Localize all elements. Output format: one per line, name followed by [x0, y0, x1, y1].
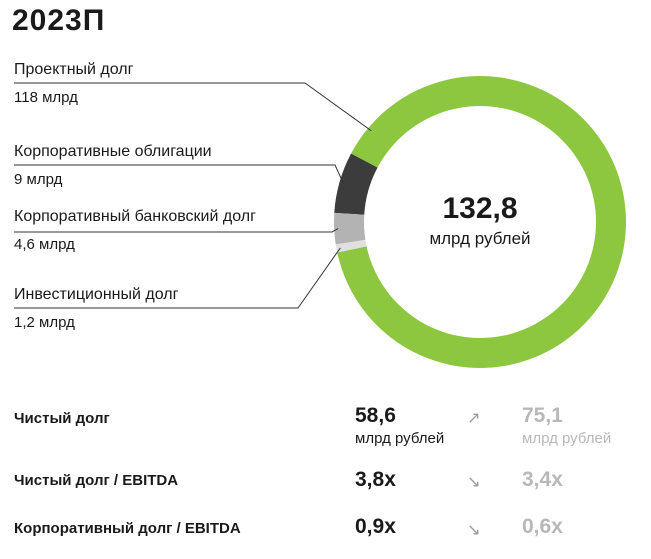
metric-current-corporate-debt-ebitda: 0,9x [355, 515, 396, 538]
slice-value-project-debt: 118 млрд [14, 89, 78, 106]
metric-current-unit-net-debt: млрд рублей [355, 430, 445, 447]
slice-value-corporate-bonds: 9 млрд [14, 171, 63, 188]
slice-corporate-bank-debt [334, 212, 366, 245]
metric-current-net-debt-ebitda: 3,8x [355, 468, 396, 491]
leader-line [14, 228, 339, 233]
donut-center-value: 132,8 [442, 192, 518, 225]
slice-investment-debt [335, 239, 367, 253]
metric-previous-net-debt-ebitda: 3,4x [522, 468, 563, 491]
metric-previous-net-debt: 75,1 [522, 404, 563, 427]
metric-label-net-debt: Чистый долг [14, 410, 110, 427]
leader-line [14, 82, 372, 132]
arrow-down-right-icon: ↘ [467, 474, 481, 491]
arrow-down-right-icon: ↘ [467, 522, 481, 539]
slice-name-corporate-bank-debt: Корпоративный банковский долг [14, 208, 256, 225]
metric-label-corporate-debt-ebitda: Корпоративный долг / EBITDA [14, 520, 241, 537]
slice-name-investment-debt: Инвестиционный долг [14, 286, 179, 303]
slice-corporate-bonds [334, 153, 378, 215]
metric-current-net-debt: 58,6 [355, 404, 396, 427]
donut-center-unit: млрд рублей [429, 229, 531, 248]
chart-title: 2023П [12, 4, 106, 37]
metric-previous-corporate-debt-ebitda: 0,6x [522, 515, 563, 538]
arrow-up-right-icon: ↗ [467, 410, 481, 427]
slice-name-project-debt: Проектный долг [14, 61, 134, 78]
leader-line [14, 164, 344, 184]
leader-line [14, 247, 341, 309]
slice-name-corporate-bonds: Корпоративные облигации [14, 143, 212, 160]
slice-value-corporate-bank-debt: 4,6 млрд [14, 236, 75, 253]
metric-previous-unit-net-debt: млрд рублей [522, 430, 612, 447]
slice-value-investment-debt: 1,2 млрд [14, 314, 75, 331]
metric-label-net-debt-ebitda: Чистый долг / EBITDA [14, 472, 179, 489]
